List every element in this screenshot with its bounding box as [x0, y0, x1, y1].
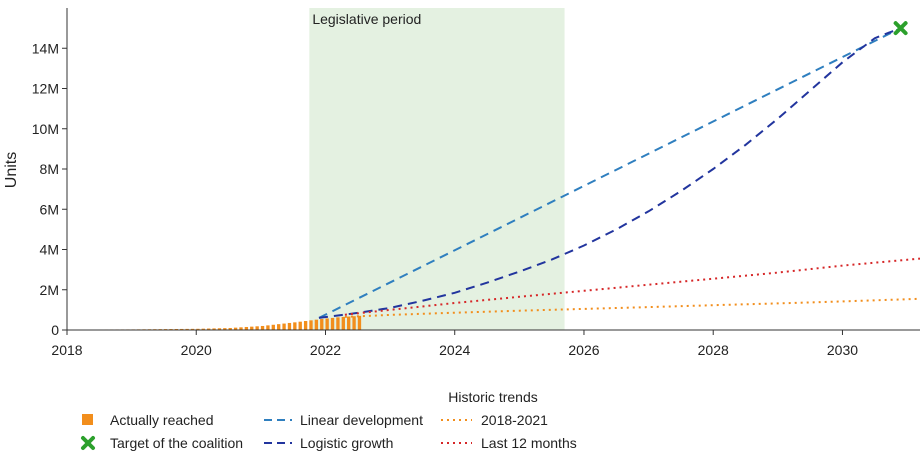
axes: 2018 2020 2022 2024 2026 2028 2030 0 2M 4M 6M 8M 10M…	[32, 8, 920, 358]
actually-reached-bar	[190, 328, 195, 330]
actually-reached-bar	[233, 327, 238, 330]
actually-reached-bar	[330, 317, 335, 330]
legend-label-actually-reached: Actually reached	[110, 412, 214, 428]
y-tick-label: 10M	[32, 121, 59, 137]
series-line-2018-2021	[344, 297, 920, 318]
x-tick-label: 2026	[568, 342, 599, 358]
actually-reached-bar	[212, 328, 216, 330]
actually-reached-bar	[185, 328, 189, 330]
legislative-period-label: Legislative period	[312, 11, 421, 27]
x-tick-label: 2020	[181, 342, 212, 358]
actually-reached-bar	[314, 319, 319, 330]
y-tick-label: 2M	[40, 282, 59, 298]
x-tick-label: 2028	[698, 342, 729, 358]
actually-reached-bar	[341, 316, 345, 330]
actually-reached-bar	[239, 327, 243, 330]
plot-area: Legislative period	[67, 8, 920, 331]
legend: Historic trends Actually reached Target …	[81, 389, 577, 451]
actually-reached-bar	[309, 320, 313, 330]
legend-item-last-12-months: Last 12 months	[441, 435, 577, 451]
actually-reached-bar	[293, 322, 297, 330]
y-tick-label: 8M	[40, 161, 59, 177]
actually-reached-bar	[287, 322, 292, 330]
legend-title: Historic trends	[448, 389, 537, 405]
legend-label-last-12-months: Last 12 months	[481, 435, 577, 451]
actually-reached-bar	[277, 324, 281, 330]
y-tick-label: 6M	[40, 201, 59, 217]
y-tick-label: 4M	[40, 242, 59, 258]
actually-reached-bar	[174, 328, 179, 330]
legend-label-target: Target of the coalition	[110, 435, 243, 451]
actually-reached-bar	[325, 318, 329, 330]
actually-reached-bar	[223, 328, 227, 330]
target-marker-stroke	[893, 21, 908, 36]
legend-item-linear-development: Linear development	[264, 412, 423, 428]
actually-reached-bar	[282, 323, 286, 330]
y-axis-title: Units	[3, 152, 20, 188]
actually-reached-bar	[180, 328, 184, 330]
actually-reached-bar	[266, 325, 270, 330]
actually-reached-bar	[357, 315, 362, 330]
legend-label-logistic-growth: Logistic growth	[300, 435, 393, 451]
actually-reached-bar	[320, 319, 324, 330]
x-tick-label: 2018	[51, 342, 82, 358]
legend-item-2018-2021: 2018-2021	[441, 412, 548, 428]
y-tick-label: 0	[51, 322, 59, 338]
actually-reached-bar	[217, 328, 222, 330]
legend-item-actually-reached: Actually reached	[82, 412, 214, 428]
actually-reached-bar	[271, 324, 275, 330]
legend-swatch-target-icon	[81, 436, 95, 450]
actually-reached-bar	[196, 328, 200, 330]
actually-reached-bar	[255, 326, 259, 330]
legend-item-logistic-growth: Logistic growth	[264, 435, 393, 451]
target-marker-icon	[893, 21, 908, 36]
legend-swatch-actually-reached	[82, 414, 93, 425]
legislative-period-band	[309, 8, 565, 330]
actually-reached-bar	[250, 326, 254, 330]
actually-reached-bar	[260, 325, 265, 330]
legend-item-target: Target of the coalition	[81, 435, 243, 451]
actually-reached-bar	[352, 316, 356, 330]
x-tick-label: 2024	[439, 342, 470, 358]
legend-label-2018-2021: 2018-2021	[481, 412, 548, 428]
y-tick-label: 14M	[32, 40, 59, 56]
series-line-linear-development	[318, 27, 902, 319]
x-tick-label: 2030	[827, 342, 858, 358]
actually-reached-bar	[347, 316, 351, 330]
actually-reached-bar	[201, 328, 205, 330]
actually-reached-bar	[228, 327, 232, 330]
x-tick-label: 2022	[310, 342, 341, 358]
actually-reached-bar	[303, 321, 308, 330]
actually-reached-bar	[298, 321, 302, 330]
actually-reached-bar	[207, 328, 211, 330]
actually-reached-bar	[336, 317, 340, 330]
y-tick-label: 12M	[32, 81, 59, 97]
actually-reached-bar	[244, 326, 249, 330]
legend-label-linear-development: Linear development	[300, 412, 423, 428]
